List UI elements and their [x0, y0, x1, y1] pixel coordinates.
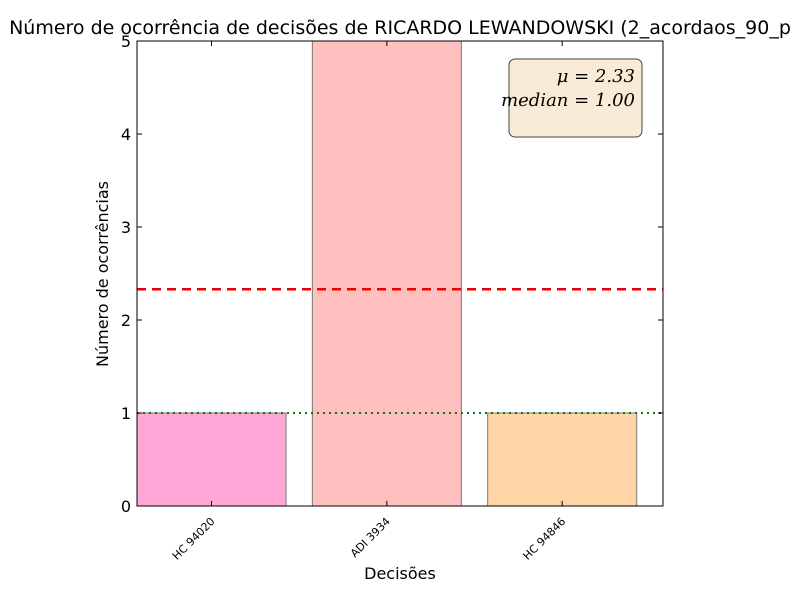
- y-tick-label: 3: [121, 218, 131, 237]
- stats-median-text: median = 1.00: [501, 90, 635, 111]
- y-tick-label: 0: [121, 497, 131, 516]
- y-axis: 0 1 2 3 4 5: [121, 32, 663, 516]
- bar-adi-3934: [311, 40, 462, 507]
- bar-hc-94846: [487, 412, 638, 507]
- stats-box: μ = 2.33 median = 1.00: [501, 58, 643, 138]
- bar-hc-94020: [136, 412, 287, 507]
- x-tick-label: HC 94020: [170, 515, 218, 563]
- y-tick-label: 5: [121, 32, 131, 51]
- chart-title: Número de ocorrência de decisões de RICA…: [9, 17, 791, 39]
- x-tick-label: ADI 3934: [348, 515, 393, 560]
- bars-group: [136, 40, 638, 507]
- stats-mean-text: μ = 2.33: [557, 66, 635, 87]
- stats-box-background: [508, 58, 643, 138]
- x-axis-title: Decisões: [364, 564, 436, 583]
- reference-lines: [137, 288, 663, 414]
- y-tick-label: 4: [121, 125, 131, 144]
- y-tick-label: 1: [121, 404, 131, 423]
- y-axis-title: Número de ocorrências: [93, 181, 112, 367]
- x-tick-label: HC 94846: [521, 515, 569, 563]
- plot-area-frame: [136, 40, 664, 507]
- y-tick-label: 2: [121, 311, 131, 330]
